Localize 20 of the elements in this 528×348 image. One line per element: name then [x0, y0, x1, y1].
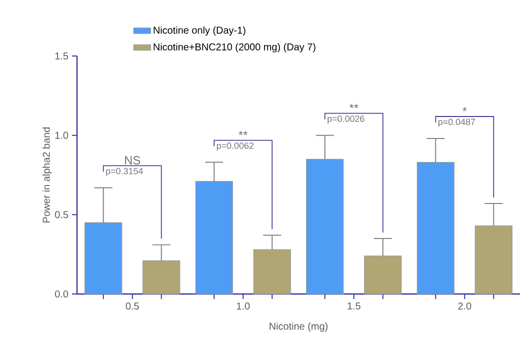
annotation: NS — [125, 156, 140, 164]
y-tick-label: 1.5 — [55, 52, 68, 60]
legend-label: Nicotine only (Day-1) — [154, 26, 246, 36]
y-tick-label: 1.0 — [55, 132, 68, 139]
y-axis-title: Power in alpha2 band — [42, 127, 52, 222]
x-tick-label: 1.0 — [236, 302, 250, 310]
annotation: p=0.0487 — [438, 118, 476, 127]
annotation: p=0.0026 — [328, 116, 364, 124]
x-tick-label: 1.5 — [348, 302, 360, 310]
x-tick-label: 0.5 — [126, 302, 139, 310]
y-tick-label: 0.5 — [55, 211, 68, 218]
legend-label: Nicotine+BNC210 (2000 mg) (Day 7) — [154, 43, 316, 52]
annotation: ** — [238, 130, 248, 136]
y-tick-label: 0.0 — [55, 290, 68, 298]
annotation: ** — [349, 104, 358, 108]
x-axis-title: Nicotine (mg) — [270, 322, 328, 332]
annotation: p=0.0062 — [216, 142, 254, 151]
annotation: p=0.3154 — [106, 168, 143, 176]
x-tick-label: 2.0 — [458, 302, 472, 310]
annotation: * — [462, 107, 467, 112]
